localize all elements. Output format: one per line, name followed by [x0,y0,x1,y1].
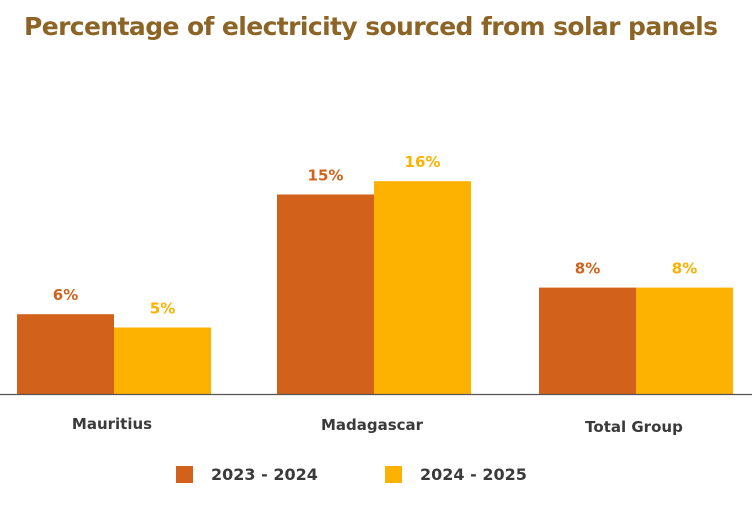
legend-item-2023-2024: 2023 - 2024 [176,465,318,484]
legend: 2023 - 2024 2024 - 2025 [0,465,752,489]
category-label-madagascar: Madagascar [321,416,424,434]
data-label-total-group-2024-2025: 8% [672,260,697,278]
bar-total-group-2023-2024 [539,287,636,394]
bar-total-group-2024-2025 [636,287,733,394]
data-label-mauritius-2023-2024: 6% [53,286,78,304]
data-label-madagascar-2023-2024: 15% [308,167,344,185]
data-label-mauritius-2024-2025: 5% [150,300,175,318]
bar-mauritius-2024-2025 [114,327,211,394]
legend-label-2023-2024: 2023 - 2024 [211,465,318,484]
data-label-madagascar-2024-2025: 16% [405,153,441,171]
bar-madagascar-2024-2025 [374,181,471,394]
legend-item-2024-2025: 2024 - 2025 [385,465,527,484]
legend-swatch-2023-2024 [176,466,193,483]
category-label-total-group: Total Group [585,418,683,436]
legend-swatch-2024-2025 [385,466,402,483]
category-label-mauritius: Mauritius [72,415,152,433]
chart-title: Percentage of electricity sourced from s… [24,12,718,41]
bar-mauritius-2023-2024 [17,314,114,394]
legend-label-2024-2025: 2024 - 2025 [420,465,527,484]
bar-madagascar-2023-2024 [277,194,374,394]
data-label-total-group-2023-2024: 8% [575,260,600,278]
